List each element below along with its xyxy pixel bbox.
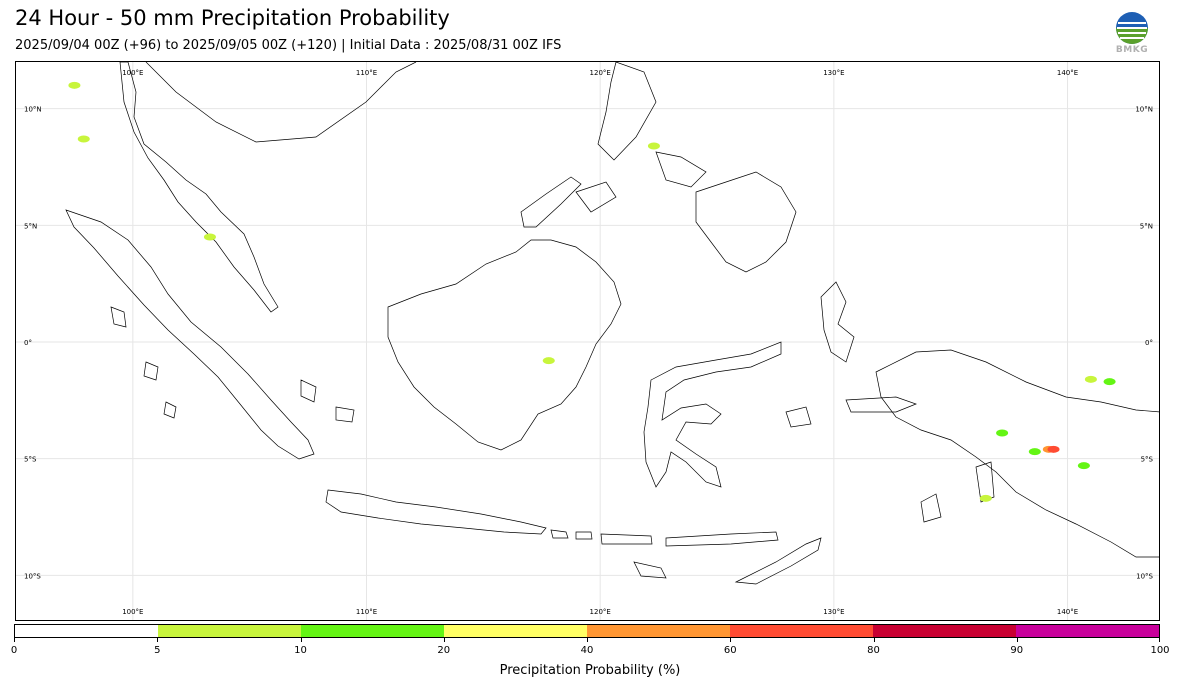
colorbar-tick — [14, 638, 15, 642]
colorbar-title: Precipitation Probability (%) — [499, 663, 681, 678]
lon-label-bottom: 130°E — [823, 608, 844, 616]
precip-area — [77, 135, 90, 143]
precip-area — [1047, 445, 1060, 453]
colorbar-segment — [587, 625, 730, 637]
lat-label-right: 10°S — [1136, 572, 1153, 580]
mentawai-islands — [110, 306, 177, 419]
borneo-island — [387, 239, 622, 451]
precipitation-map: 100°E 100°E 110°E 110°E 120°E 120°E 130°E 130°E… — [15, 61, 1160, 621]
mindanao-island — [695, 171, 797, 273]
sumba-island — [633, 561, 667, 579]
lon-label-top: 110°E — [356, 69, 377, 77]
colorbar-tick — [443, 638, 445, 642]
new-guinea-island — [875, 349, 1159, 558]
lat-label-right: 5°N — [1140, 222, 1153, 230]
colorbar-tick — [587, 638, 588, 642]
coastlines — [65, 62, 1159, 585]
precip-area — [1103, 378, 1116, 386]
precip-area — [647, 142, 660, 150]
lat-label-left: 5°S — [24, 456, 37, 464]
bmkg-logo-icon — [1116, 12, 1148, 44]
timor-island — [734, 537, 822, 585]
colorbar-tick — [1159, 638, 1160, 642]
java-island — [325, 489, 547, 535]
colorbar-tick — [300, 638, 302, 642]
lat-label-left: 10°N — [24, 106, 42, 114]
lesser-sunda-islands — [550, 529, 779, 547]
lat-label-right: 0° — [1145, 339, 1153, 347]
map-subtitle: 2025/09/04 00Z (+96) to 2025/09/05 00Z (… — [15, 38, 562, 53]
lat-label-left: 10°S — [24, 572, 41, 580]
precip-area — [1028, 448, 1041, 456]
colorbar-segment — [301, 625, 444, 637]
colorbar-tick-label: 0 — [10, 645, 18, 656]
precip-area — [542, 357, 555, 365]
lon-label-top: 140°E — [1057, 69, 1078, 77]
precip-area — [1084, 375, 1097, 383]
lon-label-bottom: 110°E — [356, 608, 377, 616]
map-gridlines — [16, 62, 1159, 620]
colorbar-tick-label: 80 — [867, 645, 880, 656]
lon-label-top: 130°E — [823, 69, 844, 77]
malay-peninsula — [119, 62, 279, 313]
colorbar-tick-label: 60 — [723, 645, 737, 656]
lon-label-bottom: 100°E — [122, 608, 143, 616]
colorbar-tick-label: 40 — [580, 645, 594, 656]
colorbar-tick — [1016, 638, 1018, 642]
precip-area — [979, 494, 992, 502]
precip-area — [68, 81, 81, 89]
precip-area — [203, 233, 216, 241]
colorbar-tick-label: 5 — [154, 645, 161, 656]
lat-label-right: 5°S — [1141, 456, 1154, 464]
lat-label-right: 10°N — [1135, 106, 1153, 114]
map-title: 24 Hour - 50 mm Precipitation Probabilit… — [15, 6, 450, 30]
sulawesi-island — [643, 341, 782, 488]
mainland-asia — [145, 62, 417, 143]
lat-label-left: 0° — [24, 339, 32, 347]
lon-label-top: 100°E — [122, 69, 143, 77]
colorbar-segment — [158, 625, 301, 637]
colorbar-segment — [444, 625, 587, 637]
aru-islands — [975, 461, 995, 503]
colorbar — [14, 624, 1160, 638]
colorbar-segment — [730, 625, 873, 637]
colorbar-segment — [873, 625, 1016, 637]
bangka-belitung — [300, 379, 355, 423]
bmkg-logo-text: BMKG — [1115, 45, 1149, 55]
luzon-island — [597, 62, 657, 161]
colorbar-tick — [157, 638, 159, 642]
lon-label-bottom: 140°E — [1057, 608, 1078, 616]
precip-area — [996, 429, 1009, 437]
halmahera-island — [820, 281, 855, 363]
tanimbar-islands — [920, 493, 942, 523]
palawan-island — [520, 176, 582, 228]
lon-label-bottom: 120°E — [590, 608, 611, 616]
colorbar-tick-label: 100 — [1150, 645, 1170, 656]
colorbar-tick-label: 20 — [437, 645, 451, 656]
map-graticule-labels: 100°E 100°E 110°E 110°E 120°E 120°E 130°E 130°E… — [24, 69, 1154, 616]
colorbar-segment — [1016, 625, 1159, 637]
precip-area — [1077, 462, 1090, 470]
colorbar-tick — [730, 638, 732, 642]
colorbar-segment — [15, 625, 158, 637]
colorbar-tick-label: 10 — [294, 645, 307, 656]
sumatra-island — [65, 209, 315, 460]
lon-label-top: 120°E — [590, 69, 611, 77]
visayas-islands — [575, 151, 707, 213]
seram-buru-islands — [785, 396, 917, 428]
precipitation-areas — [68, 81, 1116, 502]
colorbar-tick-label: 90 — [1010, 645, 1024, 656]
lat-label-left: 5°N — [24, 222, 37, 230]
colorbar-tick — [873, 638, 875, 642]
